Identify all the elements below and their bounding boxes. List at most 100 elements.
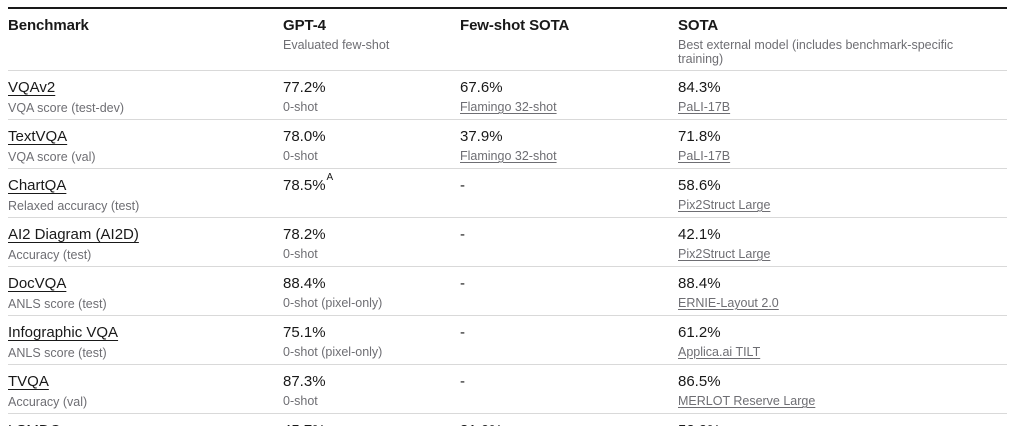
sota-cell: 42.1% Pix2Struct Large [678,226,1007,262]
gpt4-note: 0-shot [283,149,318,163]
table-body: VQAv2 VQA score (test-dev) 77.2% 0-shot … [8,71,1007,426]
gpt4-note: 0-shot (pixel-only) [283,345,383,359]
sota-cell: 88.4% ERNIE-Layout 2.0 [678,275,1007,311]
gpt4-cell: 77.2% 0-shot [283,79,460,115]
sota-cell: 61.2% Applica.ai TILT [678,324,1007,360]
sota-cell: 84.3% PaLI-17B [678,79,1007,115]
sota-value: 88.4% [678,275,721,292]
gpt4-value-text: 78.0% [283,128,326,145]
gpt4-value-text: 88.4% [283,275,326,292]
benchmark-link[interactable]: ChartQA [8,177,67,194]
column-header-gpt4-label: GPT-4 [283,17,326,34]
sota-model-link[interactable]: PaLI-17B [678,149,731,163]
benchmark-table: Benchmark GPT-4 Evaluated few-shot Few-s… [8,7,1007,426]
gpt4-value: 77.2% [283,79,448,96]
sota-value: 84.3% [678,79,721,96]
sota-cell: 86.5% MERLOT Reserve Large [678,373,1007,409]
column-header-sota-sublabel: Best external model (includes benchmark-… [678,38,954,66]
gpt4-value: 87.3% [283,373,448,390]
gpt4-note: 0-shot [283,394,318,408]
benchmark-cell: AI2 Diagram (AI2D) Accuracy (test) [8,226,283,262]
gpt4-cell: 87.3% 0-shot [283,373,460,409]
sota-value: 71.8% [678,128,721,145]
gpt4-value-text: 45.7% [283,422,326,426]
sota-model: MERLOT Reserve Large [678,394,995,408]
benchmark-link[interactable]: Infographic VQA [8,324,119,341]
benchmark-metric: ANLS score (test) [8,346,107,360]
sota-value: 86.5% [678,373,721,390]
sota-model-link[interactable]: Pix2Struct Large [678,198,771,212]
sota-model-link[interactable]: MERLOT Reserve Large [678,394,816,408]
benchmark-cell: DocVQA ANLS score (test) [8,275,283,311]
benchmark-link[interactable]: TextVQA [8,128,68,145]
gpt4-cell: 45.7% 0-shot [283,422,460,426]
gpt4-value-text: 87.3% [283,373,326,390]
fewshot-sota-model: Flamingo 32-shot [460,100,666,114]
benchmark-metric: ANLS score (test) [8,297,107,311]
sota-model: Pix2Struct Large [678,247,995,261]
fewshot-sota-value: - [460,226,465,243]
benchmark-cell: VQAv2 VQA score (test-dev) [8,79,283,115]
sota-model-link[interactable]: Applica.ai TILT [678,345,761,359]
sota-model-link[interactable]: PaLI-17B [678,100,731,114]
fewshot-sota-value: - [460,177,465,194]
fewshot-sota-cell: - [460,226,678,262]
table-row: DocVQA ANLS score (test) 88.4% 0-shot (p… [8,267,1007,316]
gpt4-value-text: 78.2% [283,226,326,243]
sota-model: PaLI-17B [678,149,995,163]
fewshot-sota-cell: 31.0% MERLOT Reserve 0-shot [460,422,678,426]
column-header-benchmark-label: Benchmark [8,17,89,34]
gpt4-value-text: 75.1% [283,324,326,341]
sota-model: PaLI-17B [678,100,995,114]
sota-model-link[interactable]: Pix2Struct Large [678,247,771,261]
fewshot-sota-model: Flamingo 32-shot [460,149,666,163]
benchmark-link[interactable]: LSMDC [8,422,61,426]
benchmark-link[interactable]: AI2 Diagram (AI2D) [8,226,139,243]
fewshot-sota-value: 31.0% [460,422,666,426]
benchmark-metric: Accuracy (test) [8,248,92,262]
table-row: Infographic VQA ANLS score (test) 75.1% … [8,316,1007,365]
column-header-sota: SOTA Best external model (includes bench… [678,17,1007,66]
fewshot-sota-model-link[interactable]: Flamingo 32-shot [460,100,557,114]
benchmark-link[interactable]: TVQA [8,373,49,390]
fewshot-sota-cell: - [460,373,678,409]
benchmark-link[interactable]: VQAv2 [8,79,56,96]
gpt4-note: 0-shot [283,100,318,114]
fewshot-sota-model-link[interactable]: Flamingo 32-shot [460,149,557,163]
gpt4-value: 88.4% [283,275,448,292]
sota-value: 52.9% [678,422,995,426]
benchmark-cell: LSMDC Fill-in-the-blank accuracy (test) [8,422,283,426]
gpt4-cell: 78.0% 0-shot [283,128,460,164]
benchmark-cell: TVQA Accuracy (val) [8,373,283,409]
gpt4-value: 75.1% [283,324,448,341]
gpt4-cell: 78.2% 0-shot [283,226,460,262]
gpt4-note: 0-shot [283,247,318,261]
sota-model: Applica.ai TILT [678,345,995,359]
benchmark-metric: Relaxed accuracy (test) [8,199,140,213]
table-header: Benchmark GPT-4 Evaluated few-shot Few-s… [8,9,1007,71]
table-row: TextVQA VQA score (val) 78.0% 0-shot 37.… [8,120,1007,169]
gpt4-cell: 75.1% 0-shot (pixel-only) [283,324,460,360]
column-header-sota-label: SOTA [678,17,719,34]
fewshot-sota-value: - [460,373,465,390]
sota-value: 58.6% [678,177,721,194]
gpt4-value: 78.5%A [283,173,448,195]
gpt4-cell: 78.5%A [283,173,460,213]
sota-cell: 58.6% Pix2Struct Large [678,177,1007,213]
column-header-fewshot-sota: Few-shot SOTA [460,17,678,66]
gpt4-value: 78.0% [283,128,448,145]
fewshot-sota-value: 37.9% [460,128,503,145]
sota-cell: 71.8% PaLI-17B [678,128,1007,164]
benchmark-metric: VQA score (test-dev) [8,101,125,115]
sota-model-link[interactable]: ERNIE-Layout 2.0 [678,296,779,310]
table-row: LSMDC Fill-in-the-blank accuracy (test) … [8,414,1007,426]
benchmark-link[interactable]: DocVQA [8,275,67,292]
fewshot-sota-value: 67.6% [460,79,503,96]
fewshot-sota-value: - [460,275,465,292]
table-row: TVQA Accuracy (val) 87.3% 0-shot - 86.5%… [8,365,1007,414]
sota-model: Pix2Struct Large [678,198,995,212]
table-row: AI2 Diagram (AI2D) Accuracy (test) 78.2%… [8,218,1007,267]
benchmark-cell: Infographic VQA ANLS score (test) [8,324,283,360]
column-header-fewshot-sota-label: Few-shot SOTA [460,17,570,34]
table-row: ChartQA Relaxed accuracy (test) 78.5%A -… [8,169,1007,218]
